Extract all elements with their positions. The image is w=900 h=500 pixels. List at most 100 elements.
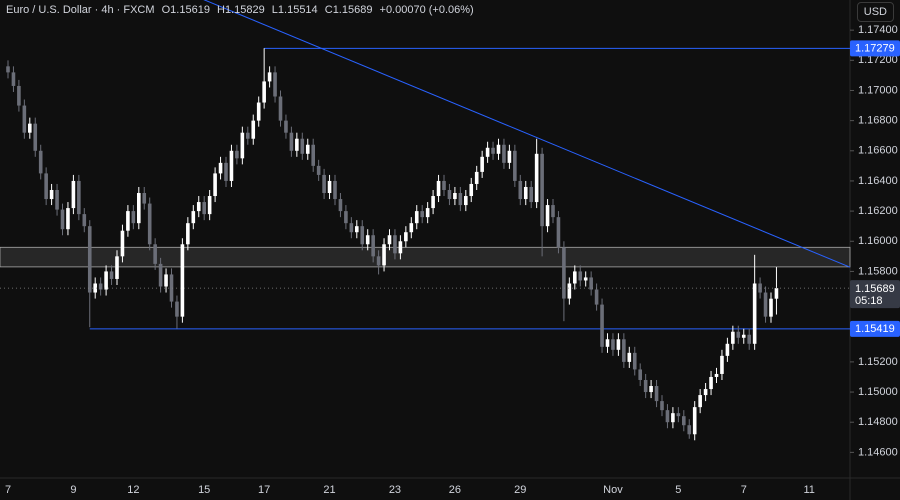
candle-body — [643, 379, 648, 393]
candle-body — [447, 189, 452, 200]
currency-button[interactable]: USD — [856, 2, 894, 22]
candle-body — [93, 283, 97, 293]
candle-body — [158, 263, 163, 287]
candle-body — [180, 244, 185, 317]
candle-body — [11, 72, 16, 86]
candle-body — [376, 256, 381, 266]
candle-body — [38, 150, 43, 174]
candle-body — [551, 205, 555, 218]
candle-body — [289, 132, 294, 151]
candle-body — [425, 208, 430, 218]
candle-body — [502, 144, 506, 163]
candle-body — [540, 153, 544, 227]
candle-body — [513, 150, 517, 181]
candle-body — [251, 120, 256, 139]
y-tick-label: 1.17000 — [858, 84, 898, 96]
candle-body — [6, 66, 10, 73]
candle-body — [594, 289, 599, 305]
candle-body — [458, 193, 463, 206]
candle-body — [692, 407, 697, 435]
x-tick-label: 21 — [323, 484, 335, 496]
x-tick-label: 11 — [803, 484, 814, 496]
candle-body — [338, 199, 343, 212]
candle-body — [453, 193, 457, 200]
candle-body — [523, 186, 528, 200]
candle-body — [295, 138, 299, 151]
candle-body — [431, 196, 435, 209]
candle-body — [398, 241, 403, 254]
candle-body — [474, 171, 479, 184]
candle-body — [327, 180, 332, 194]
candle-body — [311, 144, 315, 166]
candle-body — [529, 186, 533, 203]
candle-body — [71, 180, 76, 209]
candle-body — [98, 283, 103, 290]
trendline — [203, 0, 851, 268]
y-tick-label: 1.16600 — [858, 145, 898, 157]
candle-body — [616, 339, 621, 350]
candle-body — [365, 235, 370, 245]
candle-body — [49, 189, 54, 200]
x-tick-label: 9 — [70, 484, 76, 496]
candle-body — [774, 288, 779, 299]
last-price-tag — [850, 280, 900, 309]
candle-body — [725, 343, 730, 356]
candle-body — [632, 352, 637, 370]
candle-body — [654, 386, 659, 402]
candle-body — [747, 334, 751, 344]
candle-body — [518, 180, 523, 200]
candle-body — [284, 120, 288, 133]
x-tick-label: 17 — [258, 484, 270, 496]
candle-body — [175, 301, 179, 317]
level-tag — [850, 320, 900, 337]
candle-body — [44, 173, 48, 200]
candle-body — [202, 202, 206, 215]
candle-body — [191, 211, 196, 224]
candle-body — [371, 235, 375, 257]
y-tick-label: 1.15200 — [858, 356, 898, 368]
x-tick-label: 12 — [127, 484, 139, 496]
candle-body — [360, 226, 365, 245]
candle-body — [322, 174, 326, 194]
candle-body — [698, 395, 702, 408]
candle-body — [556, 217, 561, 248]
candle-body — [763, 292, 768, 317]
candle-body — [442, 180, 446, 190]
candle-body — [491, 147, 495, 154]
candle-body — [578, 271, 583, 281]
y-tick-label: 1.17200 — [858, 54, 898, 66]
candle-body — [33, 123, 38, 151]
candle-body — [164, 274, 168, 287]
candle-body — [224, 162, 228, 181]
candle-body — [485, 147, 490, 157]
candle-body — [355, 226, 359, 233]
candle-body — [605, 339, 610, 347]
candle-body — [218, 162, 223, 174]
y-tick-label: 1.16200 — [858, 205, 898, 217]
candle-body — [562, 247, 566, 299]
legend-header: Euro / U.S. Dollar · 4h · FXCM O1.15619 … — [6, 4, 474, 16]
ohlc-value: 1.15514 — [277, 4, 318, 16]
candle-body — [665, 410, 670, 423]
candle-body — [393, 235, 397, 254]
candle-body — [333, 180, 337, 200]
x-tick-label: 7 — [5, 484, 11, 496]
candle-body — [60, 209, 65, 230]
x-tick-label: 26 — [449, 484, 461, 496]
ohlc-value: 1.15829 — [224, 4, 265, 16]
candle-body — [213, 173, 217, 197]
candle-body — [87, 226, 92, 293]
ohlc-letter: O — [161, 4, 171, 16]
candle-body — [300, 138, 305, 154]
candle-body — [256, 102, 261, 121]
ohlc-letter: C — [324, 4, 333, 16]
candle-body — [22, 105, 27, 133]
ohlc-value: 1.15619 — [170, 4, 210, 16]
candle-body — [126, 211, 130, 231]
candle-body — [246, 132, 250, 139]
candle-body — [736, 331, 741, 338]
candle-body — [262, 81, 266, 103]
candle-body — [147, 203, 152, 245]
candle-body — [267, 72, 272, 82]
x-tick-label: 29 — [514, 484, 526, 496]
